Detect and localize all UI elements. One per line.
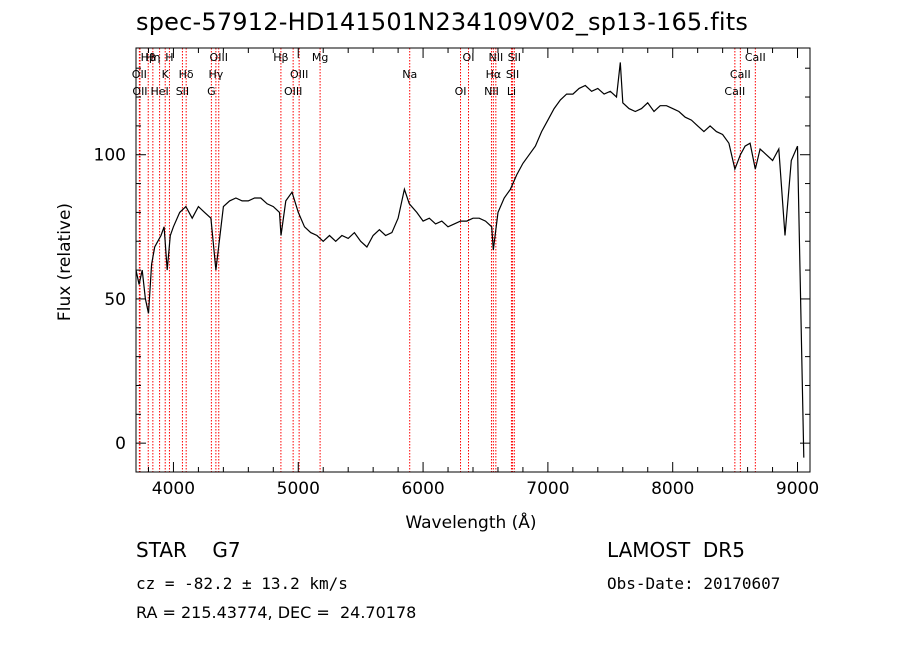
coordinates-line: RA = 215.43774, DEC = 24.70178 [136,603,417,622]
spectral-line-label: HeI [150,85,168,98]
spectral-line-label: OIII [210,51,228,64]
spectrum-series [135,62,805,458]
y-tick-label: 100 [94,146,126,166]
spectral-line-labels: HβOIIOIIHηKHeIHHδSIIOIIIHγGHβOIIIOIIIMgN… [132,51,766,98]
x-tick-label: 7000 [526,479,569,499]
survey-name: LAMOST DR5 [607,538,745,562]
spectral-line-label: SII [176,85,189,98]
spectral-line-label: NII [484,85,499,98]
spectral-line-label: NII [488,51,503,64]
x-tick-label: 4000 [152,479,195,499]
spectral-line-label: Hα [486,68,502,81]
subclass-value: G7 [212,538,241,562]
spectral-line-label: OIII [290,68,308,81]
spectral-line-label: OIII [284,85,302,98]
spectral-line-label: Hη [145,51,160,64]
spectral-line-label: Hγ [208,68,223,81]
object-class-value: STAR [136,538,187,562]
axis-ticks: 4000 5000 6000 7000 8000 9000 0 50 100 [94,48,819,499]
spectral-line-label: H [165,51,173,64]
y-tick-label: 0 [115,434,126,454]
spectral-line-label: K [162,68,170,81]
spectral-line-label: SII [508,51,521,64]
x-tick-label: 6000 [401,479,444,499]
spectral-line-label: OI [455,85,467,98]
spectral-line-label: Li [507,85,516,98]
y-tick-label: 50 [104,290,126,310]
x-tick-label: 9000 [776,479,819,499]
spectral-line-label: OII [132,68,147,81]
y-axis-label: Flux (relative) [55,203,75,321]
spectral-line-label: Hδ [179,68,194,81]
spectral-line-label: Mg [312,51,328,64]
spectral-line-label: Hβ [273,51,288,64]
spectral-line-label: CaII [730,68,751,81]
object-class: STAR G7 [136,538,241,562]
spectral-line-label: G [207,85,216,98]
x-tick-label: 5000 [277,479,320,499]
page-title: spec-57912-HD141501N234109V02_sp13-165.f… [136,8,749,36]
spectral-line-markers [138,48,756,472]
spectral-line-label: Na [402,68,417,81]
spectral-line-label: OII [132,85,147,98]
x-axis-label: Wavelength (Å) [405,511,536,533]
spectral-line-label: Hβ [141,51,156,64]
observation-date: Obs-Date: 20170607 [607,574,781,593]
plot-frame [135,47,811,473]
spectral-line-label: OI [463,51,475,64]
spectrum-line [135,62,805,458]
spectral-line-label: CaII [745,51,766,64]
spectral-line-label: CaII [724,85,745,98]
x-tick-label: 8000 [651,479,694,499]
spectral-line-label: SII [506,68,519,81]
redshift-line: cz = -82.2 ± 13.2 km/s [136,574,348,593]
